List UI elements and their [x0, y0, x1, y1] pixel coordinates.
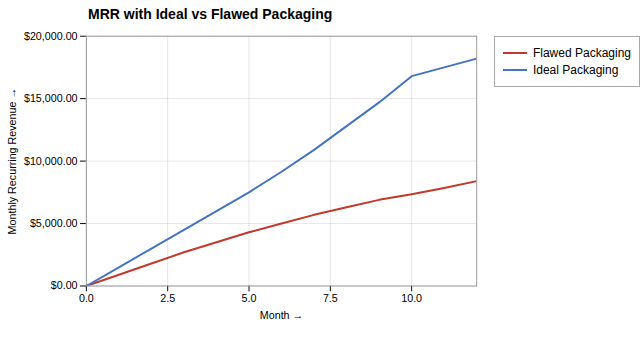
html-text:Ideal Packaging: Ideal Packaging	[532, 63, 619, 77]
svg-text:$0.00: $0.00	[51, 279, 78, 291]
svg-text:$10,000.00: $10,000.00	[24, 155, 78, 167]
svg-text:$5,000.00: $5,000.00	[30, 217, 78, 229]
svg-text:$15,000.00: $15,000.00	[24, 92, 78, 104]
html-text:Flawed Packaging: Flawed Packaging	[532, 46, 631, 60]
svg-text:$20,000.00: $20,000.00	[24, 30, 78, 42]
svg-text:5.0: 5.0	[242, 292, 257, 304]
svg-text:2.5: 2.5	[160, 292, 175, 304]
html-text:MRR with Ideal vs Flawed Packa: MRR with Ideal vs Flawed Packaging	[88, 6, 333, 22]
svg-text:Month →: Month →	[260, 309, 304, 321]
svg-text:Monthly Recurring Revenue →: Monthly Recurring Revenue →	[6, 88, 18, 235]
svg-text:10.0: 10.0	[401, 292, 422, 304]
svg-text:0.0: 0.0	[79, 292, 94, 304]
svg-text:7.5: 7.5	[323, 292, 338, 304]
